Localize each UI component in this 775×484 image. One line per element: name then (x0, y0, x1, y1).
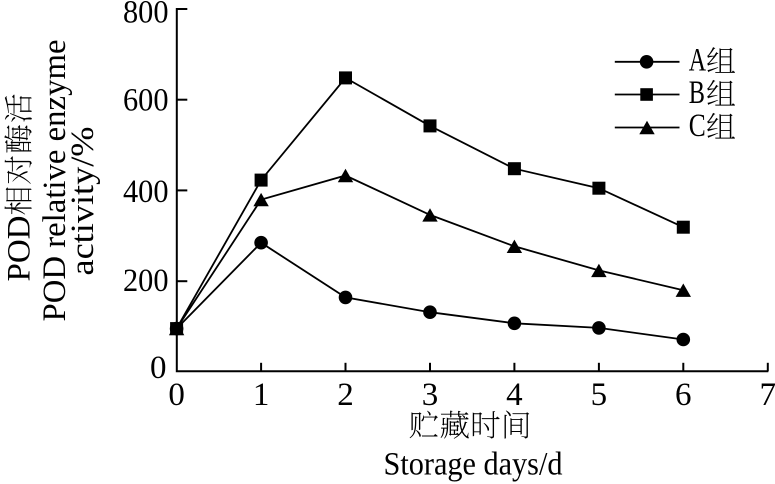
svg-text:2: 2 (337, 377, 354, 413)
svg-text:A: A (689, 42, 706, 78)
svg-text:POD relative enzyme: POD relative enzyme (37, 40, 73, 322)
svg-text:1: 1 (253, 377, 270, 413)
svg-text:3: 3 (422, 377, 439, 413)
svg-text:6: 6 (675, 377, 692, 413)
svg-text:activity/%: activity/% (65, 127, 101, 276)
svg-text:400: 400 (123, 174, 169, 210)
svg-text:0: 0 (150, 350, 167, 386)
svg-text:0: 0 (168, 377, 185, 413)
svg-text:5: 5 (591, 377, 608, 413)
svg-text:800: 800 (123, 0, 169, 30)
svg-text:C: C (689, 108, 706, 144)
svg-text:600: 600 (123, 82, 169, 118)
svg-text:4: 4 (506, 377, 523, 413)
svg-text:POD: POD (2, 215, 38, 281)
svg-text:Storage days/d: Storage days/d (384, 447, 563, 483)
svg-text:B: B (689, 75, 705, 111)
svg-text:200: 200 (123, 263, 169, 299)
svg-text:7: 7 (760, 377, 775, 413)
